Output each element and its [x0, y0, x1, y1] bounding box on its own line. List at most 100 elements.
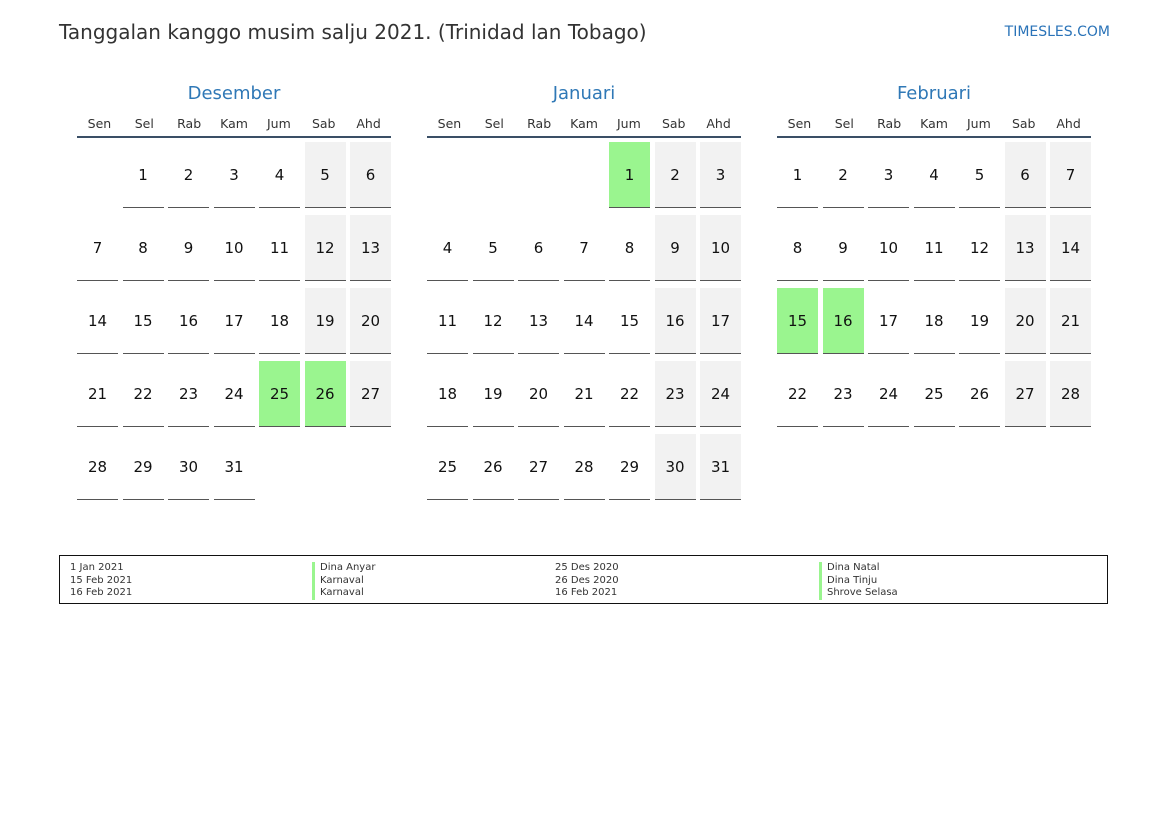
- day-cell: 22: [777, 361, 818, 427]
- day-cell: 19: [959, 288, 1000, 354]
- weekday-label: Rab: [177, 116, 202, 131]
- day-cell: 27: [350, 361, 391, 427]
- day-cell: 25: [913, 361, 955, 427]
- weekday-label: Rab: [527, 116, 552, 131]
- legend-date: 26 Des 2020: [555, 574, 619, 586]
- legend-holiday-name: Karnaval: [312, 587, 375, 600]
- weekday-label: Jum: [616, 116, 641, 131]
- weekday-header: Sen Sel Rab Kam Jum Sab Ahd: [77, 112, 391, 138]
- day-grid: 1 2 3 4 5 6 7 8 9 10 11 12 13 14 15 16 17 18 19 20 21 22 23 24 2…: [427, 142, 745, 507]
- day-cell: 31: [213, 434, 255, 500]
- legend-holiday-name: Shrove Selasa: [819, 587, 898, 600]
- day-cell-holiday: 25: [259, 361, 300, 427]
- day-cell: 23: [168, 361, 209, 427]
- month-name: Desember: [187, 83, 281, 104]
- day-cell: 13: [518, 288, 559, 354]
- weekday-label: Sel: [834, 116, 854, 131]
- weekday-header: Sen Sel Rab Kam Jum Sab Ahd: [427, 112, 741, 138]
- weekday-label: Kam: [920, 116, 948, 131]
- day-cell: 23: [654, 361, 696, 427]
- day-cell: 12: [472, 288, 514, 354]
- day-cell: 3: [700, 142, 741, 208]
- weekday-label: Ahd: [706, 116, 731, 131]
- day-cell: 22: [122, 361, 164, 427]
- legend-names-left: Dina Anyar Karnaval Karnaval: [312, 562, 375, 600]
- day-cell: 9: [822, 215, 864, 281]
- weekday-label: Ahd: [1056, 116, 1081, 131]
- legend-holiday-name: Dina Tinju: [819, 574, 898, 587]
- day-cell: 7: [77, 215, 118, 281]
- day-cell: 14: [77, 288, 118, 354]
- weekday-label: Ahd: [356, 116, 381, 131]
- month-name: Januari: [552, 83, 616, 104]
- weekday-label: Sel: [484, 116, 504, 131]
- legend-dates-left: 1 Jan 2021 15 Feb 2021 16 Feb 2021: [70, 562, 132, 600]
- legend-date: 16 Feb 2021: [555, 587, 618, 598]
- day-cell: 8: [122, 215, 164, 281]
- day-cell: 3: [213, 142, 255, 208]
- day-cell: 17: [700, 288, 741, 354]
- day-cell: 19: [304, 288, 346, 354]
- day-cell: 25: [427, 434, 468, 500]
- holiday-legend: 1 Jan 2021 15 Feb 2021 16 Feb 2021 Dina …: [59, 555, 1108, 604]
- legend-date: 25 Des 2020: [555, 562, 619, 573]
- day-cell-holiday: 1: [609, 142, 650, 208]
- day-cell: 10: [868, 215, 909, 281]
- day-cell: 27: [1004, 361, 1046, 427]
- day-grid: 1 2 3 4 5 6 7 8 9 10 11 12 13 14 15 16 17 18 19 20 21 22 23 24 2…: [77, 142, 395, 507]
- day-cell: 30: [654, 434, 696, 500]
- day-cell: 9: [654, 215, 696, 281]
- weekday-label: Rab: [877, 116, 902, 131]
- site-link[interactable]: TIMESLES.COM: [1004, 24, 1110, 40]
- legend-date: 15 Feb 2021: [70, 574, 133, 586]
- legend-holiday-name: Dina Natal: [819, 562, 898, 575]
- weekday-label: Sab: [1011, 116, 1036, 131]
- day-cell: 2: [654, 142, 696, 208]
- day-cell: 29: [122, 434, 164, 500]
- day-cell: 18: [913, 288, 955, 354]
- weekday-label: Kam: [570, 116, 598, 131]
- legend-date: 16 Feb 2021: [70, 587, 133, 598]
- page-title: Tanggalan kanggo musim salju 2021. (Trin…: [59, 20, 647, 44]
- legend-holiday-name: Dina Anyar: [312, 562, 375, 575]
- day-cell: 14: [1050, 215, 1091, 281]
- day-cell: 15: [609, 288, 650, 354]
- day-cell: 15: [122, 288, 164, 354]
- day-cell-holiday: 26: [304, 361, 346, 427]
- weekday-label: Sel: [134, 116, 154, 131]
- day-cell: 28: [563, 434, 605, 500]
- day-cell: 16: [168, 288, 209, 354]
- day-cell: 31: [700, 434, 741, 500]
- day-cell: 13: [1004, 215, 1046, 281]
- weekday-label: Sab: [661, 116, 686, 131]
- day-cell: 7: [1050, 142, 1091, 208]
- legend-names-right: Dina Natal Dina Tinju Shrove Selasa: [819, 562, 898, 600]
- legend-date: 1 Jan 2021: [70, 562, 124, 573]
- day-cell: 6: [350, 142, 391, 208]
- weekday-label: Sen: [787, 116, 812, 131]
- day-cell: 24: [868, 361, 909, 427]
- weekday-label: Kam: [220, 116, 248, 131]
- day-cell: 1: [777, 142, 818, 208]
- day-cell: 24: [213, 361, 255, 427]
- day-cell: 9: [168, 215, 209, 281]
- day-cell-holiday: 15: [777, 288, 818, 354]
- day-cell: 4: [427, 215, 468, 281]
- day-cell: 17: [868, 288, 909, 354]
- day-cell: 7: [563, 215, 605, 281]
- day-cell: 14: [563, 288, 605, 354]
- day-cell: 16: [654, 288, 696, 354]
- day-cell: 10: [700, 215, 741, 281]
- day-cell: 5: [472, 215, 514, 281]
- day-cell: 18: [259, 288, 300, 354]
- day-cell: 21: [77, 361, 118, 427]
- legend-dates-right: 25 Des 2020 26 Des 2020 16 Feb 2021: [555, 562, 619, 600]
- day-cell: 19: [472, 361, 514, 427]
- day-cell: 30: [168, 434, 209, 500]
- day-cell: 21: [1050, 288, 1091, 354]
- day-grid: 1 2 3 4 5 6 7 8 9 10 11 12 13 14 15 16 17 18 19 20 21 22 23 24 2…: [777, 142, 1095, 507]
- day-cell: 20: [518, 361, 559, 427]
